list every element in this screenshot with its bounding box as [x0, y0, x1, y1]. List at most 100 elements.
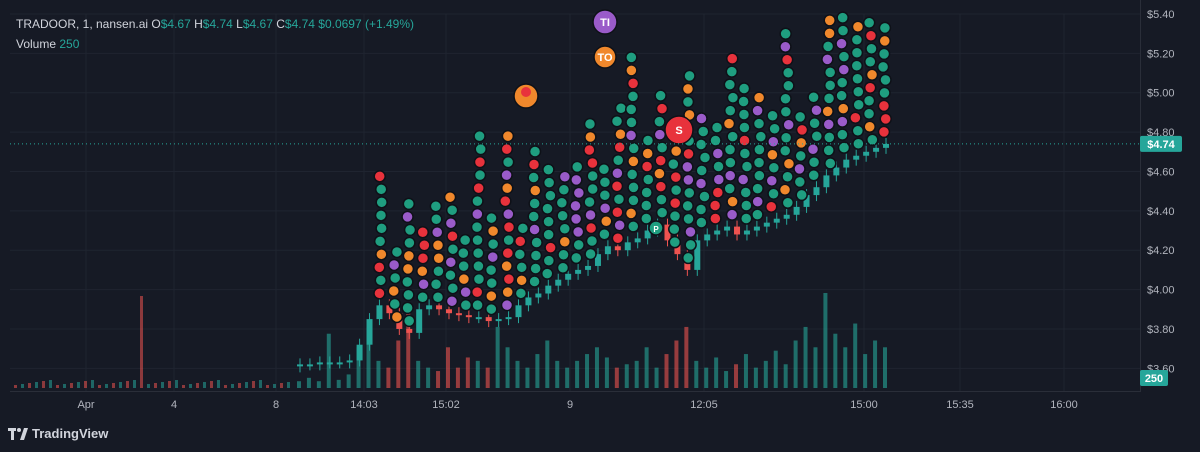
trade-bubble	[725, 208, 739, 221]
trade-bubble	[653, 167, 666, 180]
volume-bar	[883, 347, 887, 388]
volume-bar	[316, 381, 321, 388]
trade-bubble	[516, 222, 530, 235]
volume-bar	[644, 347, 649, 388]
volume-bar	[773, 350, 778, 388]
candle-body	[883, 143, 889, 148]
trade-bubble	[624, 207, 638, 220]
volume-bar	[734, 364, 739, 388]
trade-bubble	[824, 157, 837, 170]
trade-bubble	[822, 118, 835, 131]
chart-legend: TRADOOR, 1, nansen.ai O$4.67 H$4.74 L$4.…	[16, 14, 414, 54]
volume-bar	[77, 382, 80, 388]
volume-bar	[175, 380, 178, 388]
candle-body	[793, 206, 800, 215]
trade-bubble	[866, 133, 879, 147]
candle-body	[624, 242, 631, 251]
trade-bubble	[572, 186, 586, 200]
trade-bubble	[387, 284, 401, 298]
trade-bubble	[502, 207, 515, 221]
trade-bubble	[530, 236, 543, 249]
trade-bubble	[865, 42, 878, 56]
trade-bubble	[472, 259, 485, 273]
candle-body	[535, 293, 542, 298]
volume-bar	[813, 347, 818, 388]
trade-bubble	[542, 163, 555, 176]
trade-bubble	[583, 143, 596, 157]
trade-bubble	[739, 212, 753, 225]
trade-bubble	[470, 285, 484, 299]
candle-body	[734, 226, 741, 235]
trade-bubble	[402, 314, 416, 328]
trade-bubble	[528, 145, 542, 158]
trade-bubble	[669, 144, 683, 158]
trade-bubble	[683, 69, 696, 83]
candle-body	[664, 224, 671, 241]
symbol-label[interactable]: TRADOOR, 1, nansen.ai	[16, 17, 149, 31]
volume-bar	[356, 347, 361, 388]
candle-body	[773, 218, 780, 223]
volume-bar	[505, 347, 510, 388]
trade-bubble	[444, 268, 457, 282]
candle-body	[316, 362, 323, 365]
volume-bar	[763, 360, 768, 388]
trade-bubble	[821, 105, 834, 118]
volume-bar	[545, 340, 550, 388]
trade-bubble	[810, 129, 824, 143]
trade-bubble	[445, 203, 459, 217]
trade-bubble	[822, 144, 835, 157]
volume-bar	[575, 360, 580, 388]
trade-bubble	[780, 53, 794, 67]
candle-body	[455, 313, 462, 316]
trade-bubble	[416, 265, 429, 278]
trade-bubble	[528, 275, 541, 288]
trade-bubble	[373, 287, 386, 300]
trade-bubble	[681, 82, 695, 96]
trade-bubble	[627, 220, 640, 233]
trade-bubble	[698, 151, 712, 164]
time-axis: Apr 4 8 14:03 15:02 9 12:05 15:00 15:35 16:00	[77, 399, 1077, 411]
trade-bubble	[417, 278, 430, 291]
volume-bar	[654, 367, 659, 388]
trade-bubble	[641, 147, 654, 160]
volume-bar	[306, 377, 311, 388]
trade-bubble	[473, 155, 487, 169]
volume-bar	[585, 354, 590, 388]
volume-label[interactable]: Volume	[16, 37, 57, 51]
trade-bubble	[655, 102, 669, 115]
trade-bubble	[624, 103, 638, 116]
candle-body	[406, 328, 413, 333]
candle-body	[346, 360, 353, 363]
trade-bubble	[654, 89, 667, 102]
trade-bubble	[879, 73, 892, 87]
trade-bubble	[600, 215, 613, 228]
candle-body	[704, 234, 711, 241]
chart-area[interactable]	[10, 0, 1141, 392]
trade-bubble	[444, 255, 458, 269]
trade-bubble	[470, 220, 484, 234]
trade-bubble	[782, 79, 795, 93]
tradingview-branding[interactable]: TradingView	[8, 426, 108, 441]
trade-bubble	[500, 259, 513, 273]
trade-bubble	[723, 78, 737, 91]
trade-bubble	[403, 223, 417, 237]
trade-bubble	[443, 190, 457, 204]
trade-bubble	[471, 194, 484, 208]
trade-bubble	[807, 155, 821, 169]
trade-bubble	[781, 196, 795, 210]
trade-bubble	[681, 199, 694, 213]
trade-bubble	[457, 272, 471, 286]
candle-body	[823, 175, 830, 188]
trade-bubble	[514, 287, 528, 300]
trade-bubble	[725, 65, 739, 78]
trade-bubble	[669, 183, 683, 197]
trade-bubble	[584, 247, 597, 261]
trade-bubble	[767, 161, 781, 174]
candle-body	[545, 285, 552, 294]
trade-bubble	[521, 87, 531, 97]
volume-bar	[604, 357, 609, 388]
candle-body	[565, 273, 572, 280]
trade-bubble	[570, 173, 583, 187]
candle-body	[515, 305, 522, 318]
